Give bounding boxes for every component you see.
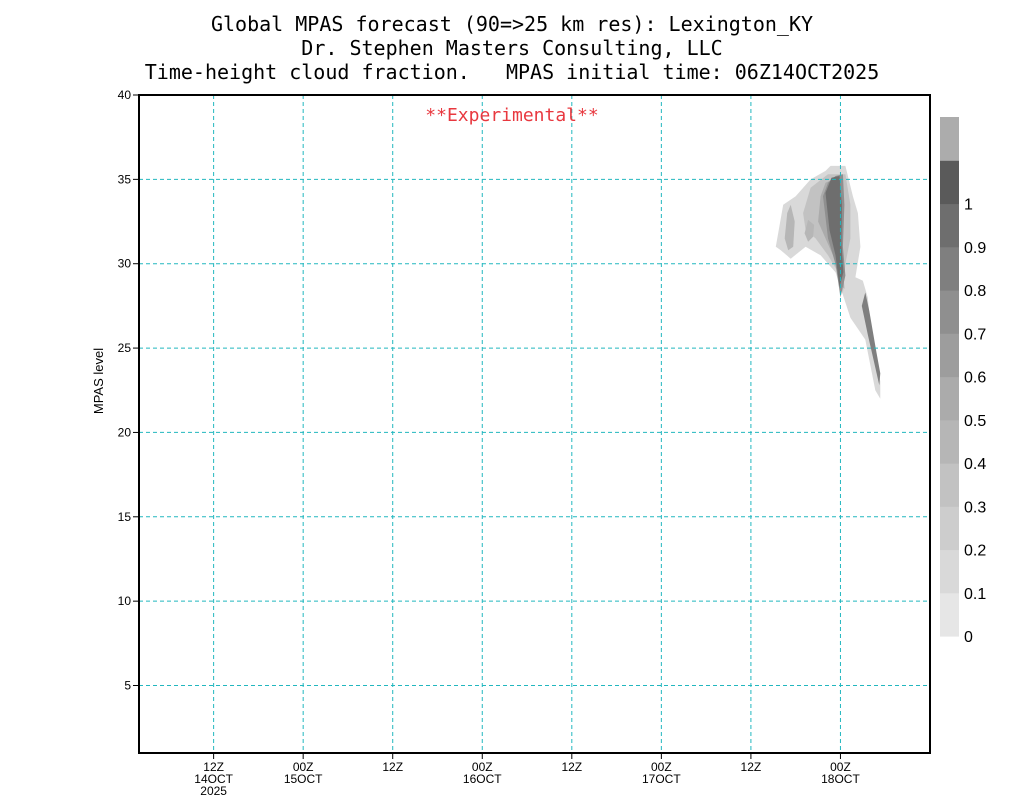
x-tick-label-5-2: 17OCT [642, 772, 681, 786]
x-tick-label-4-1: 12Z [561, 760, 582, 774]
colorbar-label-6: 0.6 [964, 370, 986, 387]
colorbar-label-7: 0.7 [964, 326, 986, 343]
plot-frame [138, 94, 931, 754]
colorbar-swatch-3 [940, 463, 959, 507]
colorbar: 0 0.1 0.2 0.3 0.4 0.5 0.6 0.7 0.8 0.9 1 [940, 117, 986, 646]
y-tick-label-10: 10 [118, 594, 132, 608]
colorbar-label-3: 0.3 [964, 499, 986, 516]
colorbar-label-0: 0 [964, 629, 973, 646]
cloud-region-4 [804, 219, 815, 242]
grid-lines [139, 95, 930, 753]
x-tick-label-6-1: 12Z [741, 760, 762, 774]
cloud-region-1 [775, 165, 881, 399]
experimental-annotation: **Experimental** [425, 105, 598, 126]
x-tick-label-1-2: 15OCT [284, 772, 323, 786]
x-tick-label-0-1: 12Z [203, 760, 224, 774]
y-tick-label-15: 15 [118, 510, 132, 524]
x-tick-label-1-1: 00Z [293, 760, 314, 774]
title-line-3: Time-height cloud fraction. MPAS initial… [144, 60, 880, 84]
colorbar-label-1: 0.1 [964, 586, 986, 603]
colorbar-label-9: 0.9 [964, 240, 986, 257]
colorbar-label-5: 0.5 [964, 413, 986, 430]
colorbar-swatch-8 [940, 246, 959, 291]
x-tick-label-7-1: 00Z [830, 760, 851, 774]
y-tick-label-40: 40 [118, 88, 132, 102]
colorbar-swatch-9 [940, 203, 959, 248]
colorbar-swatch-0 [940, 592, 959, 637]
y-tick-label-30: 30 [118, 257, 132, 271]
cloud-shading [775, 165, 881, 399]
x-tick-label-0-2: 14OCT [194, 772, 233, 786]
colorbar-swatch-10 [940, 160, 959, 205]
y-tick-label-25: 25 [118, 341, 132, 355]
colorbar-swatch-2 [940, 506, 959, 551]
x-tick-label-2-1: 12Z [382, 760, 403, 774]
y-tick-label-35: 35 [118, 172, 132, 186]
cloud-region-8 [861, 292, 881, 386]
colorbar-label-2: 0.2 [964, 543, 986, 560]
colorbar-label-10: 1 [964, 197, 973, 214]
colorbar-swatch-6 [940, 333, 959, 378]
y-tick-label-20: 20 [118, 425, 132, 439]
cloud-region-3 [784, 204, 795, 251]
colorbar-label-4: 0.4 [964, 456, 986, 473]
colorbar-swatch-11 [940, 117, 959, 161]
cloud-region-7 [825, 176, 844, 288]
colorbar-swatch-7 [940, 290, 959, 334]
y-axis: 5 10 15 20 25 30 35 40 [118, 88, 139, 693]
title-line-1: Global MPAS forecast (90=>25 km res): Le… [210, 12, 814, 36]
x-tick-label-3-2: 16OCT [463, 772, 502, 786]
y-axis-label: MPAS level [91, 348, 106, 414]
x-tick-label-7-2: 18OCT [821, 772, 860, 786]
x-tick-label-5-1: 00Z [651, 760, 672, 774]
title-line-2: Dr. Stephen Masters Consulting, LLC [301, 36, 723, 60]
x-tick-label-3-1: 00Z [472, 760, 493, 774]
colorbar-swatch-1 [940, 549, 959, 594]
x-tick-label-0-3: 2025 [200, 784, 227, 798]
y-tick-label-5: 5 [124, 679, 131, 693]
colorbar-swatch-5 [940, 376, 959, 421]
colorbar-swatch-4 [940, 419, 959, 464]
colorbar-label-8: 0.8 [964, 283, 986, 300]
